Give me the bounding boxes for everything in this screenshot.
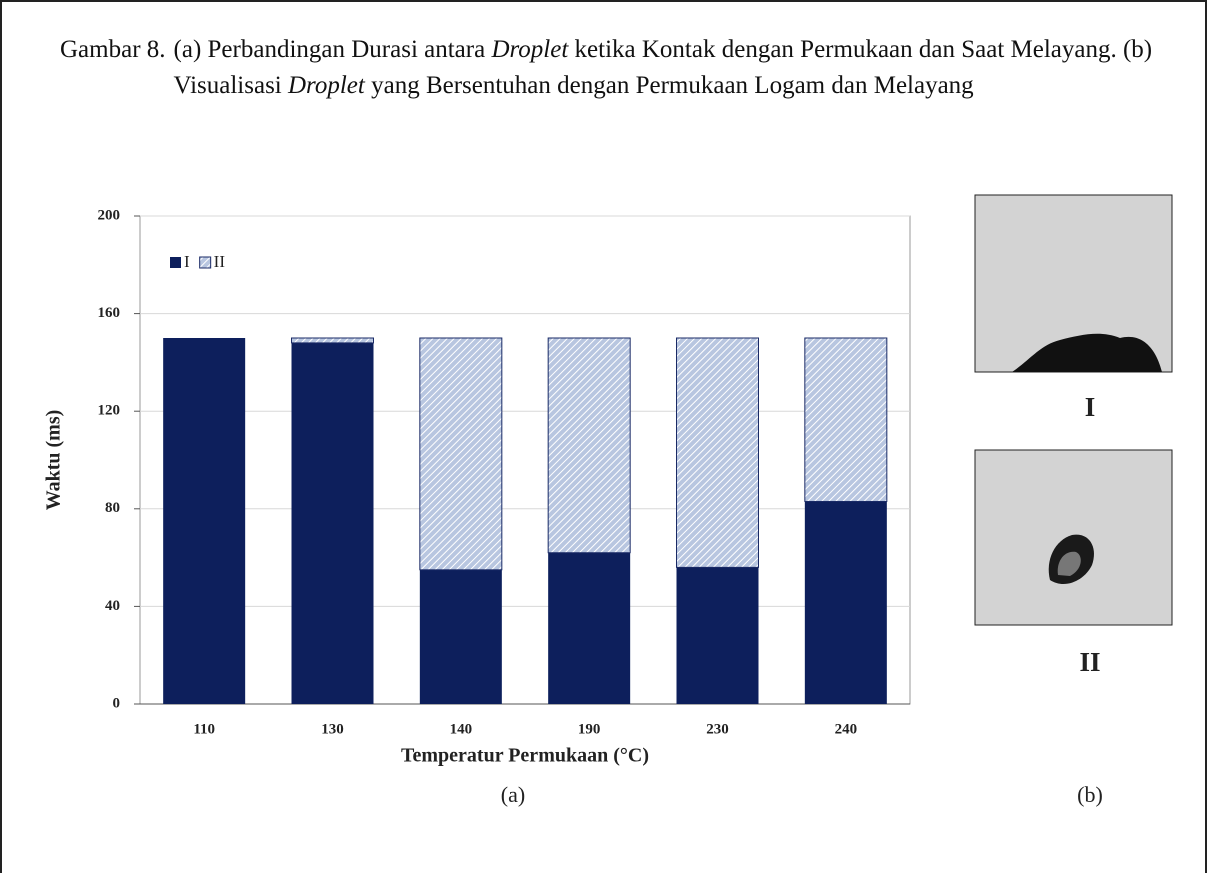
y-axis-title: Waktu (ms)	[43, 410, 65, 511]
bar-segment	[804, 337, 888, 502]
x-tick-label: 130	[321, 721, 344, 737]
caption-part: ketika Kontak dengan Permukaan dan Saat …	[173, 36, 1153, 99]
bar-segment	[419, 569, 502, 704]
y-tick-label: 160	[98, 305, 121, 321]
droplet-highlight	[1057, 551, 1081, 576]
panel-label: (b)	[1077, 782, 1103, 807]
bar-segment	[804, 501, 887, 704]
caption-text: (a) Perbandingan Durasi antara Droplet k…	[174, 32, 1174, 104]
bar-segment	[291, 342, 374, 704]
caption-part: (a) Perbandingan Durasi antara	[173, 36, 492, 63]
bar-segment	[676, 337, 759, 568]
plot-area	[139, 215, 911, 705]
legend-label: I	[184, 252, 190, 271]
x-axis-title: Temperatur Permukaan (°C)	[401, 745, 649, 767]
bar-segment	[291, 337, 374, 344]
caption-part: Droplet	[288, 72, 365, 99]
x-tick-label: 190	[578, 721, 601, 737]
y-tick-label: 0	[113, 695, 121, 711]
caption-part: Droplet	[491, 36, 569, 63]
bar-segment	[163, 338, 246, 704]
x-tick-label: 140	[450, 721, 473, 737]
droplet-contact	[1012, 333, 1162, 372]
caption-label: Gambar 8.	[60, 36, 166, 63]
legend-swatch	[170, 257, 181, 268]
photo-label: I	[1085, 392, 1096, 422]
photo-label: II	[1079, 647, 1100, 677]
legend-label: II	[214, 252, 226, 271]
x-tick-label: 230	[706, 721, 729, 737]
bar-segment	[547, 337, 631, 554]
caption: Gambar 8. (a) Perbandingan Durasi antara…	[60, 32, 1190, 104]
y-tick-label: 120	[98, 403, 121, 419]
y-tick-label: 200	[98, 207, 121, 223]
y-tick-label: 40	[105, 598, 120, 614]
legend-swatch	[199, 256, 212, 269]
bar-segment	[676, 567, 759, 704]
x-tick-label: 240	[835, 721, 858, 737]
bar-segment	[548, 552, 631, 704]
y-tick-label: 80	[105, 500, 120, 516]
caption-part: yang Bersentuhan dengan Permukaan Logam …	[364, 72, 974, 99]
bar-segment	[419, 337, 503, 571]
x-tick-label: 110	[193, 721, 215, 737]
panel-label: (a)	[501, 782, 525, 807]
